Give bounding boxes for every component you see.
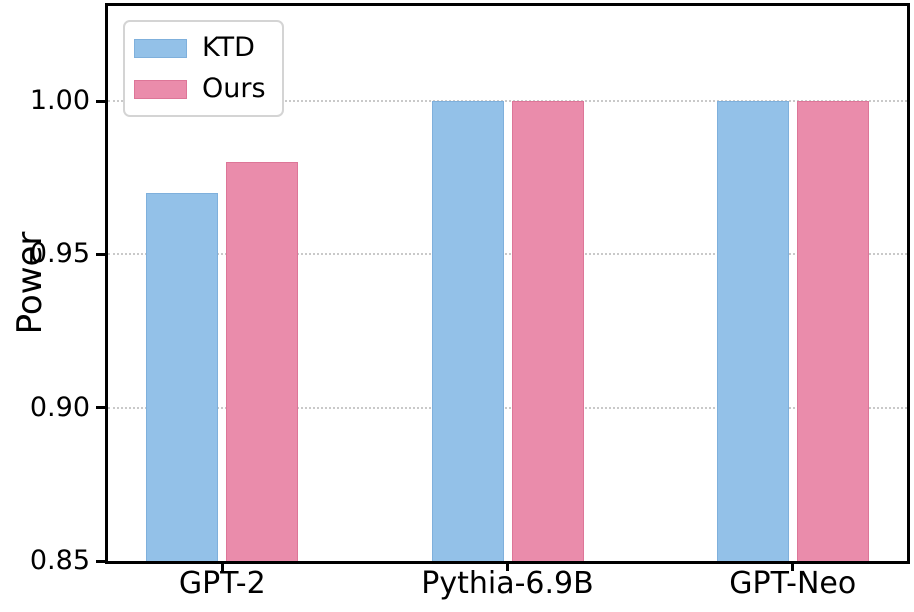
y-axis-tick bbox=[96, 559, 105, 563]
gridline bbox=[108, 406, 907, 409]
x-tick-label: Pythia-6.9B bbox=[421, 566, 594, 601]
bar-ktd-gpt-neo bbox=[716, 101, 789, 561]
legend-label-ktd: KTD bbox=[202, 32, 255, 63]
legend-item-ktd: KTD bbox=[134, 33, 266, 63]
plot-area bbox=[105, 3, 910, 564]
legend: KTD Ours bbox=[123, 20, 284, 117]
x-tick-label: GPT-2 bbox=[178, 566, 266, 601]
y-axis-tick bbox=[96, 99, 105, 103]
legend-item-ours: Ours bbox=[134, 74, 266, 104]
bar-ours-pythia-6.9b bbox=[511, 101, 584, 561]
x-tick-label: GPT-Neo bbox=[729, 566, 857, 601]
bar-ours-gpt-2 bbox=[226, 162, 299, 561]
legend-swatch-ours bbox=[134, 79, 187, 99]
y-tick-label: 0.90 bbox=[29, 391, 90, 423]
y-tick-label: 1.00 bbox=[29, 85, 90, 117]
legend-label-ours: Ours bbox=[202, 73, 266, 104]
y-axis-tick bbox=[96, 252, 105, 256]
y-axis-tick bbox=[96, 406, 105, 410]
y-tick-label: 0.95 bbox=[29, 238, 90, 270]
legend-swatch-ktd bbox=[134, 38, 187, 58]
x-axis-tick bbox=[220, 564, 224, 571]
bar-ours-gpt-neo bbox=[796, 101, 869, 561]
y-tick-label: 0.85 bbox=[29, 545, 90, 576]
bar-ktd-pythia-6.9b bbox=[431, 101, 504, 561]
x-axis-tick bbox=[506, 564, 509, 571]
bar-ktd-gpt-2 bbox=[146, 193, 219, 561]
x-axis-tick bbox=[791, 564, 795, 571]
gridline bbox=[108, 253, 907, 256]
gridline bbox=[108, 100, 907, 103]
